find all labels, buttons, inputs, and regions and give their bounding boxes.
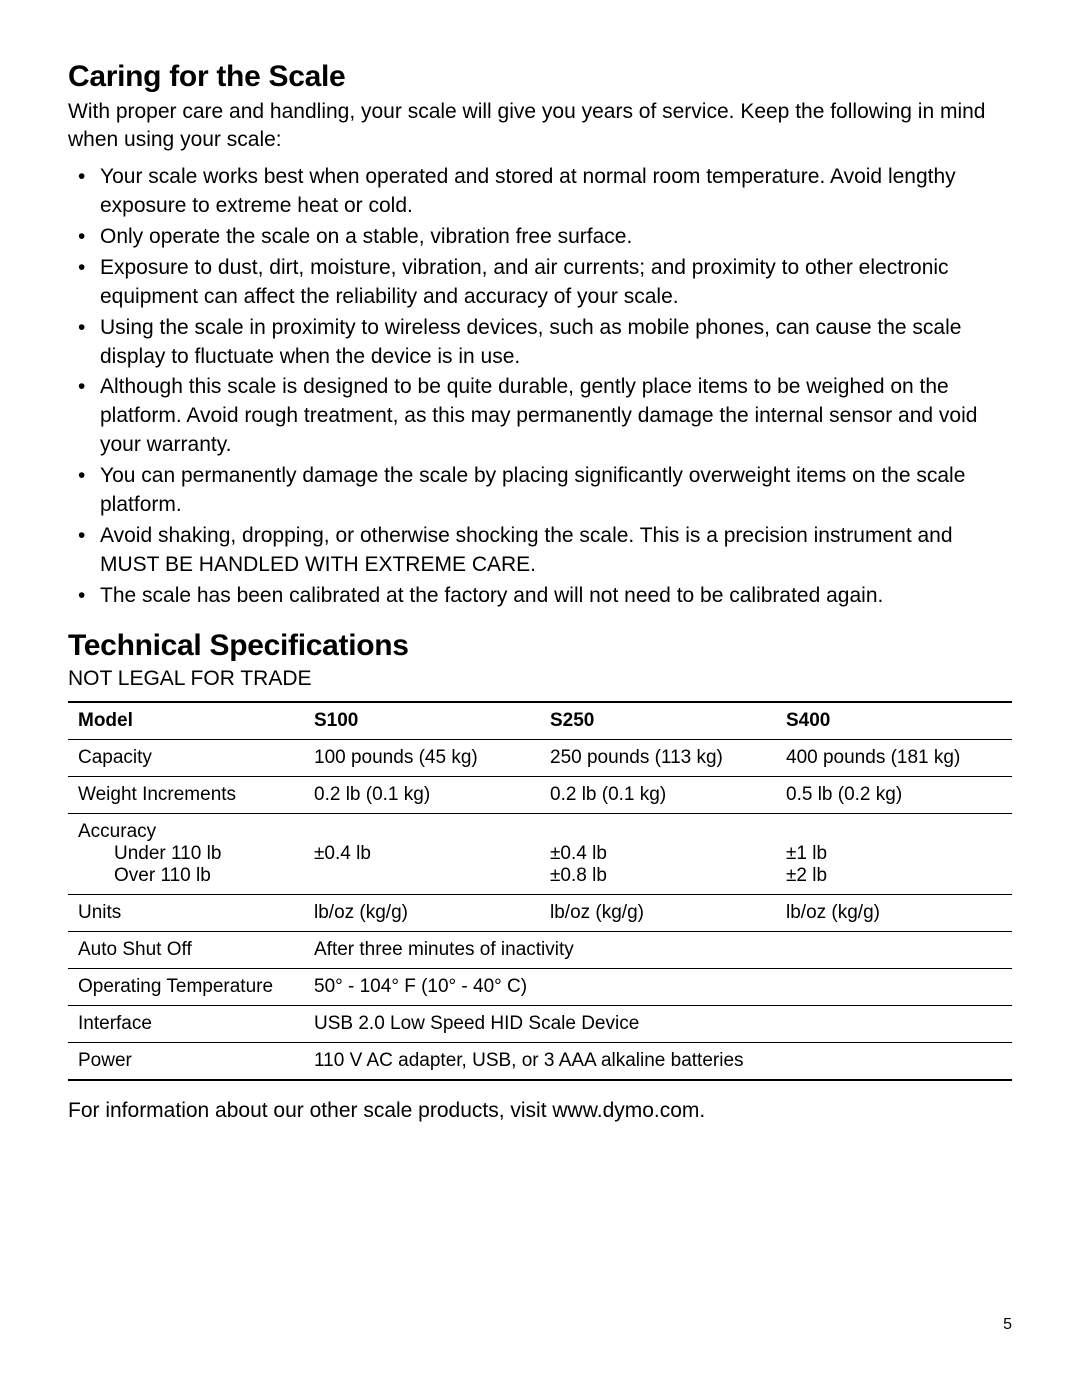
row-label: Power (68, 1043, 304, 1081)
cell: ±1 lb ±2 lb (776, 814, 1012, 895)
accuracy-sub-over: Over 110 lb (78, 865, 296, 887)
specifications-table: Model S100 S250 S400 Capacity 100 pounds… (68, 701, 1012, 1081)
table-row-accuracy: Accuracy Under 110 lb Over 110 lb ±0.4 l… (68, 814, 1012, 895)
table-row: Auto Shut Off After three minutes of ina… (68, 932, 1012, 969)
table-row: Capacity 100 pounds (45 kg) 250 pounds (… (68, 740, 1012, 777)
accuracy-value: ±0.4 lb (550, 843, 607, 864)
cell: ±0.4 lb (304, 814, 540, 895)
row-label-accuracy: Accuracy Under 110 lb Over 110 lb (68, 814, 304, 895)
table-row: Interface USB 2.0 Low Speed HID Scale De… (68, 1006, 1012, 1043)
cell: lb/oz (kg/g) (304, 895, 540, 932)
row-label: Auto Shut Off (68, 932, 304, 969)
accuracy-value: ±1 lb (786, 843, 827, 864)
list-item: The scale has been calibrated at the fac… (96, 582, 1012, 611)
page-number: 5 (1003, 1316, 1012, 1334)
intro-paragraph: With proper care and handling, your scal… (68, 98, 1012, 155)
document-page: Caring for the Scale With proper care an… (0, 0, 1080, 1374)
list-item: Your scale works best when operated and … (96, 163, 1012, 221)
care-bullet-list: Your scale works best when operated and … (68, 163, 1012, 612)
list-item: Avoid shaking, dropping, or otherwise sh… (96, 522, 1012, 580)
cell-span: 50° - 104° F (10° - 40° C) (304, 969, 1012, 1006)
accuracy-value: ±0.4 lb (314, 843, 371, 864)
row-label: Operating Temperature (68, 969, 304, 1006)
cell-span: 110 V AC adapter, USB, or 3 AAA alkaline… (304, 1043, 1012, 1081)
cell: ±0.4 lb ±0.8 lb (540, 814, 776, 895)
table-row: Units lb/oz (kg/g) lb/oz (kg/g) lb/oz (k… (68, 895, 1012, 932)
col-header-s400: S400 (776, 702, 1012, 740)
accuracy-value: ±2 lb (786, 865, 827, 886)
col-header-model: Model (68, 702, 304, 740)
col-header-s100: S100 (304, 702, 540, 740)
cell: 250 pounds (113 kg) (540, 740, 776, 777)
cell-span: After three minutes of inactivity (304, 932, 1012, 969)
table-row: Power 110 V AC adapter, USB, or 3 AAA al… (68, 1043, 1012, 1081)
cell: 0.5 lb (0.2 kg) (776, 777, 1012, 814)
accuracy-label: Accuracy (78, 821, 156, 842)
row-label: Interface (68, 1006, 304, 1043)
cell: 400 pounds (181 kg) (776, 740, 1012, 777)
table-row: Weight Increments 0.2 lb (0.1 kg) 0.2 lb… (68, 777, 1012, 814)
section-heading-caring: Caring for the Scale (68, 60, 1012, 94)
row-label: Capacity (68, 740, 304, 777)
col-header-s250: S250 (540, 702, 776, 740)
accuracy-sub-under: Under 110 lb (78, 843, 296, 865)
row-label: Units (68, 895, 304, 932)
list-item: Using the scale in proximity to wireless… (96, 314, 1012, 372)
cell: lb/oz (kg/g) (540, 895, 776, 932)
list-item: Exposure to dust, dirt, moisture, vibrat… (96, 254, 1012, 312)
row-label: Weight Increments (68, 777, 304, 814)
table-row: Operating Temperature 50° - 104° F (10° … (68, 969, 1012, 1006)
cell: 0.2 lb (0.1 kg) (540, 777, 776, 814)
list-item: Only operate the scale on a stable, vibr… (96, 223, 1012, 252)
cell: 100 pounds (45 kg) (304, 740, 540, 777)
cell: lb/oz (kg/g) (776, 895, 1012, 932)
table-header-row: Model S100 S250 S400 (68, 702, 1012, 740)
accuracy-value: ±0.8 lb (550, 865, 607, 886)
not-legal-note: NOT LEGAL FOR TRADE (68, 667, 1012, 691)
cell: 0.2 lb (0.1 kg) (304, 777, 540, 814)
list-item: Although this scale is designed to be qu… (96, 373, 1012, 460)
list-item: You can permanently damage the scale by … (96, 462, 1012, 520)
section-heading-specs: Technical Specifications (68, 629, 1012, 663)
footer-info-text: For information about our other scale pr… (68, 1099, 1012, 1123)
cell-span: USB 2.0 Low Speed HID Scale Device (304, 1006, 1012, 1043)
